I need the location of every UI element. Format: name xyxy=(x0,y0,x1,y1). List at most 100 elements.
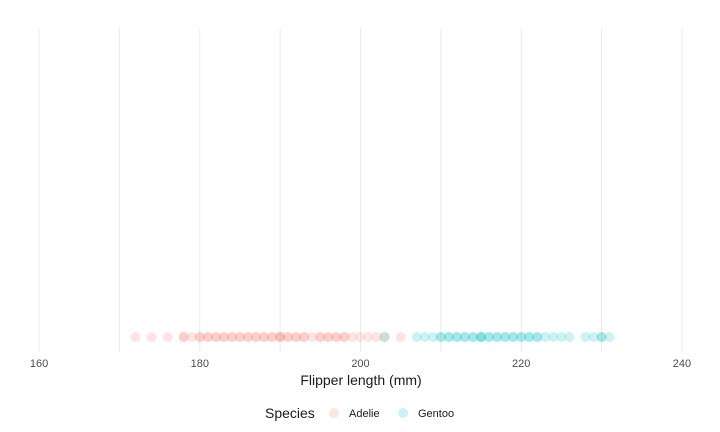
data-point-adelie xyxy=(315,332,326,342)
data-point-adelie xyxy=(267,332,278,342)
data-point-gentoo xyxy=(596,332,607,342)
data-point-gentoo xyxy=(459,332,470,342)
data-point-gentoo xyxy=(468,332,478,342)
data-point-gentoo xyxy=(484,332,495,342)
data-point-gentoo xyxy=(451,332,462,342)
data-point-gentoo xyxy=(459,332,470,342)
data-point-adelie xyxy=(315,332,326,342)
data-point-gentoo xyxy=(419,332,430,342)
data-point-adelie xyxy=(371,332,382,342)
data-point-adelie xyxy=(218,332,229,342)
data-point-adelie xyxy=(251,332,262,342)
data-point-gentoo xyxy=(508,332,519,342)
data-point-adelie xyxy=(251,332,262,342)
data-point-adelie xyxy=(186,332,197,342)
legend-items: Adelie Gentoo xyxy=(329,408,454,420)
data-point-adelie xyxy=(146,332,157,342)
data-point-gentoo xyxy=(516,332,527,342)
data-point-gentoo xyxy=(484,332,495,342)
data-point-gentoo xyxy=(588,332,599,342)
data-point-adelie xyxy=(178,332,189,342)
data-point-adelie xyxy=(234,332,245,342)
data-points xyxy=(130,332,615,342)
data-point-adelie xyxy=(299,332,310,342)
data-point-adelie xyxy=(275,332,286,342)
data-point-gentoo xyxy=(508,332,519,342)
data-point-gentoo xyxy=(451,332,462,342)
data-point-adelie xyxy=(226,332,237,342)
data-point-gentoo xyxy=(492,332,503,342)
data-point-adelie xyxy=(130,332,141,342)
data-point-adelie xyxy=(299,332,310,342)
data-point-adelie xyxy=(291,332,302,342)
data-point-gentoo xyxy=(427,332,438,342)
data-point-gentoo xyxy=(548,332,559,342)
data-point-gentoo xyxy=(476,332,487,342)
data-point-gentoo xyxy=(476,332,487,342)
data-point-adelie xyxy=(243,332,253,342)
data-point-adelie xyxy=(259,332,270,342)
legend-label-gentoo: Gentoo xyxy=(418,408,454,420)
data-point-adelie xyxy=(355,332,366,342)
data-point-gentoo xyxy=(443,332,454,342)
data-point-adelie xyxy=(194,332,205,342)
data-point-adelie xyxy=(259,332,270,342)
data-point-adelie xyxy=(218,332,229,342)
data-point-gentoo xyxy=(500,332,511,342)
data-point-gentoo xyxy=(476,332,487,342)
data-point-adelie xyxy=(283,332,294,342)
data-point-adelie xyxy=(339,332,350,342)
data-point-gentoo xyxy=(379,332,390,342)
data-point-gentoo xyxy=(492,332,503,342)
data-point-gentoo xyxy=(435,332,446,342)
data-point-adelie xyxy=(307,332,318,342)
x-tick-labels: 160 180 200 220 240 xyxy=(30,358,691,370)
data-point-gentoo xyxy=(532,332,543,342)
data-point-adelie xyxy=(275,332,286,342)
data-point-adelie xyxy=(210,332,221,342)
data-point-adelie xyxy=(210,332,221,342)
data-point-adelie xyxy=(234,332,245,342)
data-point-adelie xyxy=(339,332,350,342)
x-axis-title: Flipper length (mm) xyxy=(300,372,421,388)
data-point-gentoo xyxy=(524,332,535,342)
x-tick-label: 200 xyxy=(351,358,369,370)
data-point-adelie xyxy=(283,332,294,342)
data-point-gentoo xyxy=(500,332,511,342)
data-point-adelie xyxy=(395,332,406,342)
data-point-gentoo xyxy=(524,332,535,342)
data-point-gentoo xyxy=(411,332,422,342)
legend-title: Species xyxy=(265,405,315,421)
data-point-gentoo xyxy=(580,332,591,342)
data-point-adelie xyxy=(178,332,189,342)
data-point-adelie xyxy=(275,332,286,342)
data-point-gentoo xyxy=(540,332,551,342)
x-tick-label: 240 xyxy=(673,358,691,370)
legend: Species Adelie Gentoo xyxy=(265,405,454,421)
data-point-adelie xyxy=(202,332,213,342)
data-point-gentoo xyxy=(604,332,615,342)
data-point-gentoo xyxy=(435,332,446,342)
data-point-gentoo xyxy=(556,332,567,342)
data-point-adelie xyxy=(202,332,213,342)
data-point-adelie xyxy=(226,332,237,342)
data-point-adelie xyxy=(291,332,302,342)
data-point-adelie xyxy=(331,332,342,342)
data-point-gentoo xyxy=(564,332,575,342)
x-tick-label: 180 xyxy=(191,358,209,370)
data-point-adelie xyxy=(267,332,278,342)
data-point-gentoo xyxy=(516,332,527,342)
data-point-adelie xyxy=(162,332,173,342)
legend-label-adelie: Adelie xyxy=(349,408,380,420)
data-point-adelie xyxy=(243,332,253,342)
data-point-gentoo xyxy=(532,332,543,342)
legend-key-adelie xyxy=(329,408,339,418)
data-point-adelie xyxy=(363,332,374,342)
legend-key-gentoo xyxy=(398,408,408,418)
x-gridlines xyxy=(38,28,683,352)
data-point-adelie xyxy=(323,332,334,342)
data-point-adelie xyxy=(331,332,342,342)
x-tick-label: 160 xyxy=(30,358,48,370)
data-point-gentoo xyxy=(468,332,478,342)
